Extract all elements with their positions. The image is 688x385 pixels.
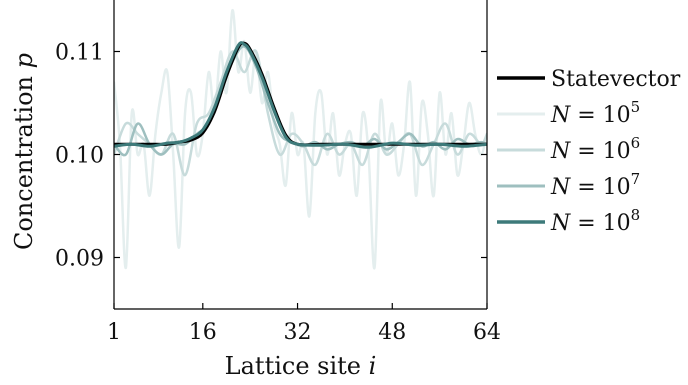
x-tick-label: 16 — [189, 320, 217, 345]
legend: Statevector N = 105 N = 106 N = 107 N = 108 — [497, 67, 681, 236]
labels-layer: Lattice site i Concentration p — [10, 53, 376, 380]
series-layer — [114, 9, 487, 270]
y-axis-label: Concentration p — [10, 53, 38, 250]
x-tick-label: 32 — [284, 320, 312, 345]
ticks-layer: 1 16 32 48 64 0.09 0.10 0.11 — [55, 41, 501, 346]
y-tick-label: 0.11 — [55, 41, 104, 66]
legend-entry-0: Statevector — [497, 67, 681, 92]
x-tick-label: 48 — [378, 320, 406, 345]
y-tick-label: 0.09 — [55, 247, 104, 272]
axes-layer — [113, 0, 488, 310]
legend-label: N = 105 — [550, 98, 640, 128]
x-tick-label: 64 — [473, 320, 501, 345]
legend-entry-2: N = 106 — [497, 134, 640, 164]
x-tick-label: 1 — [107, 320, 121, 345]
legend-label: N = 107 — [550, 170, 640, 200]
legend-label: N = 108 — [550, 206, 640, 236]
legend-entry-1: N = 105 — [497, 98, 640, 128]
series-line-4 — [114, 41, 487, 149]
legend-label: N = 106 — [550, 134, 640, 164]
legend-entry-4: N = 108 — [497, 206, 640, 236]
legend-label: Statevector — [551, 67, 681, 92]
y-tick-label: 0.10 — [55, 144, 104, 169]
legend-entry-3: N = 107 — [497, 170, 640, 200]
x-axis-label: Lattice site i — [225, 352, 377, 380]
